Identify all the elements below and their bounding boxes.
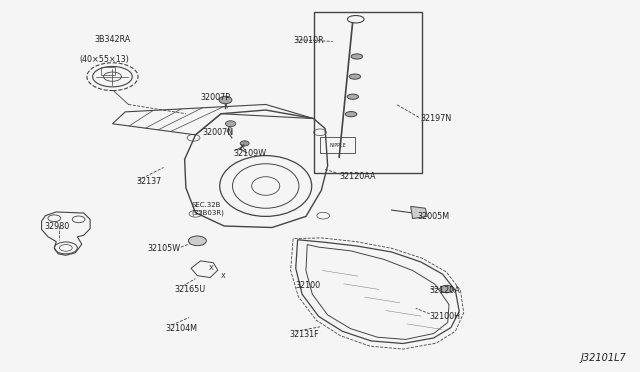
Text: 32105W: 32105W (148, 244, 180, 253)
Text: 32007N: 32007N (202, 128, 234, 137)
Ellipse shape (440, 285, 453, 293)
Text: 32165U: 32165U (174, 285, 205, 294)
Text: 32007P: 32007P (200, 93, 230, 102)
Text: SEC.32B: SEC.32B (191, 202, 220, 208)
Text: 32104M: 32104M (166, 324, 198, 333)
Text: 32120AA: 32120AA (339, 172, 376, 181)
Text: 32010R: 32010R (293, 36, 324, 45)
Text: 32131F: 32131F (289, 330, 319, 340)
Text: J32101L7: J32101L7 (580, 353, 627, 363)
Text: 32109W: 32109W (234, 149, 267, 158)
Ellipse shape (240, 141, 249, 146)
Bar (314, 12, 422, 173)
Ellipse shape (346, 112, 357, 117)
Text: X: X (221, 273, 225, 279)
Ellipse shape (225, 121, 236, 127)
Text: X: X (240, 144, 244, 150)
Text: 3B342RA: 3B342RA (94, 35, 131, 44)
Text: 32005M: 32005M (417, 212, 449, 221)
Text: 32980: 32980 (44, 222, 69, 231)
Text: 32120A: 32120A (430, 286, 461, 295)
Text: NIPPLE: NIPPLE (330, 143, 346, 148)
Text: (32B03R): (32B03R) (191, 209, 224, 216)
Text: 32197N: 32197N (421, 114, 452, 123)
Ellipse shape (351, 54, 363, 59)
Ellipse shape (219, 96, 232, 104)
Ellipse shape (349, 74, 360, 79)
Ellipse shape (347, 94, 358, 99)
Text: X: X (209, 265, 214, 271)
Text: 32137: 32137 (136, 177, 161, 186)
Ellipse shape (188, 236, 206, 246)
Text: 32100H: 32100H (430, 312, 461, 321)
Text: (40×55×13): (40×55×13) (79, 55, 129, 64)
Text: 32100: 32100 (296, 281, 321, 290)
Polygon shape (411, 206, 428, 219)
